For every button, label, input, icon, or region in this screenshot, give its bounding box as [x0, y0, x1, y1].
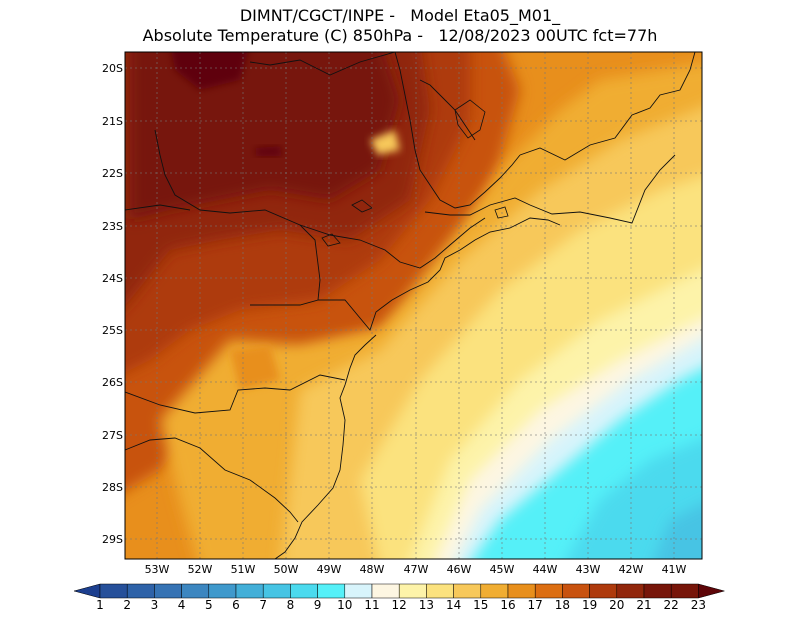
colorbar-swatch — [453, 583, 482, 599]
colorbar-arrow-left — [73, 583, 101, 599]
lon-label: 41W — [661, 563, 687, 576]
lat-label: 21S — [102, 115, 123, 128]
colorbar-label: 7 — [259, 598, 267, 612]
colorbar-label: 6 — [232, 598, 240, 612]
colorbar-swatch — [126, 583, 155, 599]
colorbar-swatch — [562, 583, 590, 599]
colorbar-swatch — [154, 583, 182, 599]
colorbar-swatch — [534, 583, 563, 599]
colorbar-arrow-right — [698, 583, 726, 599]
colorbar-label: 14 — [445, 598, 462, 612]
colorbar-swatch — [589, 583, 618, 599]
lat-label: 25S — [102, 324, 123, 337]
colorbar-label: 5 — [204, 598, 213, 612]
colorbar-swatch — [480, 583, 509, 599]
warm-pocket-coast — [370, 130, 400, 155]
colorbar-label: 1 — [96, 598, 104, 612]
temp-band-23 — [171, 52, 248, 90]
colorbar-swatch — [99, 583, 128, 599]
title-line-1: DIMNT/CGCT/INPE - Model Eta05_M01_ — [239, 6, 561, 25]
temp-band-22 — [130, 52, 400, 220]
colorbar-swatch — [507, 583, 536, 599]
colorbar-label: 13 — [418, 598, 435, 612]
lon-label: 43W — [575, 563, 601, 576]
colorbar-swatch — [317, 583, 346, 599]
colorbar-label: 12 — [391, 598, 407, 612]
lon-label: 52W — [187, 563, 213, 576]
colorbar-swatch — [290, 583, 318, 599]
colorbar-swatch — [371, 583, 400, 599]
colorbar-swatch — [670, 583, 699, 599]
colorbar-label: 19 — [581, 598, 598, 612]
title-line-2: Absolute Temperature (C) 850hPa - 12/08/… — [142, 26, 658, 45]
colorbar-label: 4 — [177, 598, 186, 612]
lon-label: 48W — [359, 563, 385, 576]
colorbar-swatch — [426, 583, 454, 599]
map-frame — [124, 51, 703, 560]
colorbar-swatch — [398, 583, 427, 599]
colorbar-swatch — [235, 583, 264, 599]
colorbar-swatch — [208, 583, 237, 599]
lat-label: 26S — [102, 376, 123, 389]
temperature-field — [125, 52, 702, 559]
colorbar-label: 17 — [527, 598, 543, 612]
lon-label: 49W — [316, 563, 342, 576]
lat-label: 27S — [102, 429, 123, 442]
colorbar-label: 9 — [313, 598, 322, 612]
lon-label: 51W — [230, 563, 256, 576]
colorbar-swatch — [181, 583, 210, 599]
reservoir-outlines — [321, 99, 509, 247]
colorbar-swatch — [262, 583, 291, 599]
colorbar-label: 15 — [473, 598, 489, 612]
temp-band-8 — [654, 504, 702, 559]
colorbar-label: 10 — [337, 598, 353, 612]
lon-label: 47W — [403, 563, 429, 576]
colorbar-label: 2 — [123, 598, 131, 612]
colorbar-swatch — [616, 583, 645, 599]
colorbar-swatch — [344, 583, 373, 599]
colorbar-label: 18 — [554, 598, 571, 612]
colorbar-label: 16 — [500, 598, 516, 612]
colorbar-label: 21 — [636, 598, 652, 612]
lon-label: 45W — [489, 563, 515, 576]
lat-label: 24S — [102, 272, 123, 285]
lat-label: 22S — [102, 167, 123, 180]
lon-label: 50W — [273, 563, 299, 576]
lat-label: 28S — [102, 481, 123, 494]
colorbar-swatch — [643, 583, 672, 599]
lon-label: 53W — [144, 563, 170, 576]
lon-label: 44W — [532, 563, 558, 576]
lon-label: 46W — [446, 563, 472, 576]
colorbar — [73, 583, 726, 599]
lat-lon-grid — [125, 52, 702, 559]
temp-band-23b — [255, 146, 282, 156]
colorbar-label: 23 — [690, 598, 707, 612]
lat-label: 29S — [102, 533, 123, 546]
colorbar-label: 22 — [663, 598, 679, 612]
colorbar-label: 20 — [609, 598, 625, 612]
political-boundaries — [125, 52, 696, 559]
warm-pocket-west — [230, 345, 280, 390]
lat-label: 23S — [102, 220, 123, 233]
lat-label: 20S — [102, 62, 123, 75]
colorbar-label: 8 — [286, 598, 295, 612]
colorbar-label: 3 — [150, 598, 159, 612]
lon-label: 42W — [618, 563, 644, 576]
colorbar-label: 11 — [364, 598, 380, 612]
